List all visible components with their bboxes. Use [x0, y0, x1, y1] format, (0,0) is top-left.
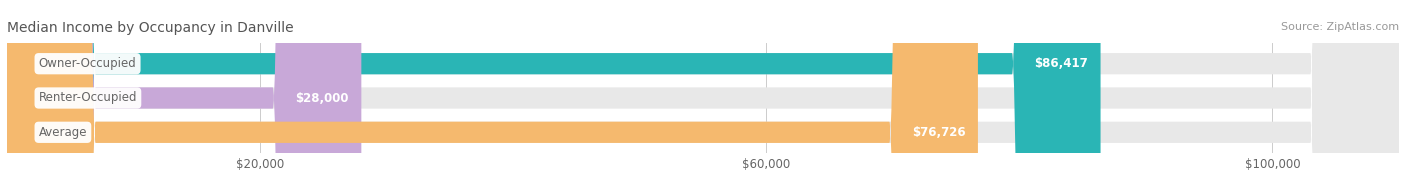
Text: $86,417: $86,417 — [1035, 57, 1088, 70]
Text: $76,726: $76,726 — [911, 126, 966, 139]
FancyBboxPatch shape — [7, 0, 979, 196]
Text: $28,000: $28,000 — [295, 92, 349, 104]
FancyBboxPatch shape — [7, 0, 1399, 196]
Text: Median Income by Occupancy in Danville: Median Income by Occupancy in Danville — [7, 21, 294, 35]
FancyBboxPatch shape — [7, 0, 1399, 196]
Text: Renter-Occupied: Renter-Occupied — [39, 92, 138, 104]
FancyBboxPatch shape — [7, 0, 361, 196]
Text: Source: ZipAtlas.com: Source: ZipAtlas.com — [1281, 22, 1399, 32]
FancyBboxPatch shape — [7, 0, 1101, 196]
FancyBboxPatch shape — [7, 0, 1399, 196]
Text: Average: Average — [39, 126, 87, 139]
Text: Owner-Occupied: Owner-Occupied — [39, 57, 136, 70]
